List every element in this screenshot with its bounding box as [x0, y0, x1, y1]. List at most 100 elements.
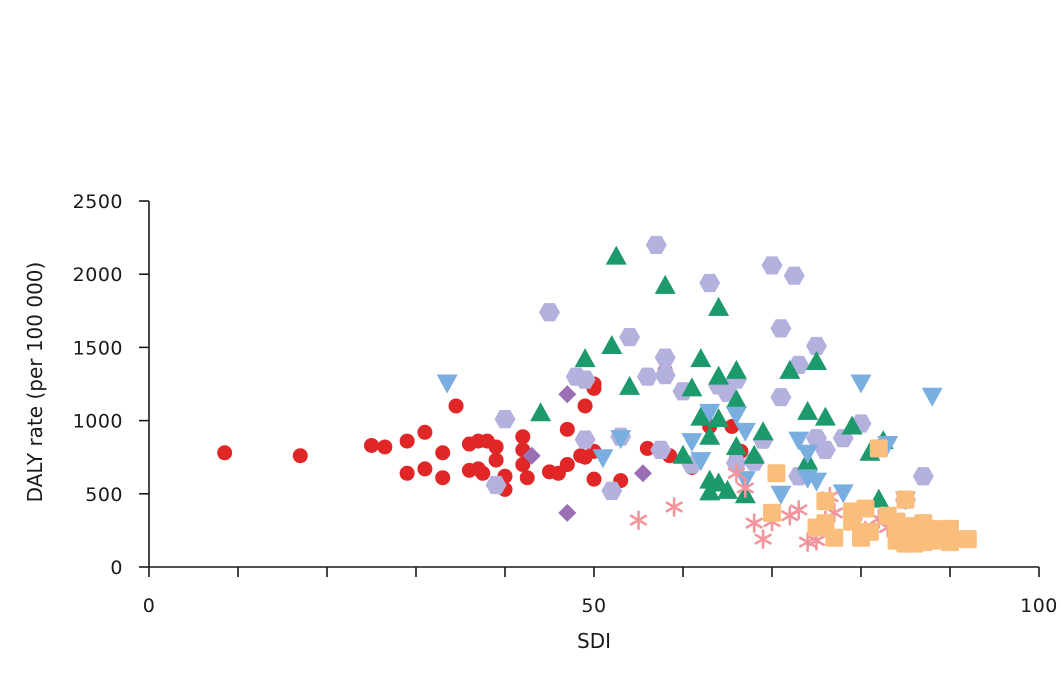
data-point-triangle-up: [601, 334, 623, 354]
x-tick-label: 0: [143, 595, 156, 617]
data-point-circle: [417, 424, 433, 440]
data-point-circle: [475, 465, 491, 481]
data-point-triangle-up: [574, 348, 596, 368]
data-point-asterisk: [754, 529, 772, 549]
data-point-hexagon: [654, 348, 676, 367]
data-point-triangle-up: [654, 274, 676, 294]
data-point-hexagon: [539, 303, 560, 322]
data-point-circle: [639, 440, 655, 456]
data-point-hexagon: [601, 481, 623, 500]
data-point-square: [869, 439, 888, 458]
data-point-hexagon: [770, 388, 792, 407]
data-point-hexagon: [806, 336, 827, 356]
data-point-triangle-down: [725, 406, 747, 426]
data-point-diamond: [558, 385, 577, 404]
data-point-circle: [448, 398, 464, 414]
series-diamond: [522, 385, 652, 522]
data-point-circle: [519, 470, 535, 486]
data-point-hexagon: [814, 440, 836, 459]
data-point-circle: [586, 471, 602, 487]
data-point-circle: [377, 439, 393, 455]
data-point-triangle-up: [779, 359, 801, 379]
data-point-triangle-up: [743, 444, 765, 464]
data-point-circle: [488, 452, 504, 468]
data-point-triangle-up: [708, 296, 730, 316]
data-point-triangle-up: [672, 444, 694, 464]
data-point-triangle-up: [690, 348, 712, 368]
data-point-hexagon: [645, 235, 667, 255]
data-point-square: [825, 528, 844, 547]
data-point-triangle-down: [699, 403, 721, 423]
data-point-hexagon: [574, 430, 596, 449]
data-point-triangle-down: [832, 484, 854, 504]
data-point-square: [767, 464, 786, 483]
data-point-circle: [577, 398, 593, 414]
data-point-square: [860, 522, 879, 541]
data-point-triangle-up: [699, 425, 721, 445]
data-point-circle: [515, 429, 531, 445]
data-point-triangle-up: [619, 375, 641, 395]
data-point-circle: [559, 457, 575, 473]
data-point-triangle-down: [797, 444, 819, 464]
data-point-circle: [435, 445, 451, 461]
x-tick-label: 50: [581, 595, 606, 617]
data-point-triangle-down: [788, 431, 810, 451]
data-point-asterisk: [745, 513, 763, 533]
data-point-square: [856, 499, 875, 518]
series-square: [763, 439, 977, 553]
y-tick-label: 1000: [73, 411, 123, 433]
y-tick-label: 500: [85, 484, 123, 506]
data-point-square: [816, 492, 835, 511]
data-point-triangle-up: [690, 406, 712, 426]
data-point-triangle-down: [806, 472, 827, 492]
data-point-triangle-down: [436, 374, 458, 394]
data-point-triangle-up: [708, 365, 730, 385]
data-point-asterisk: [629, 510, 648, 530]
data-point-diamond: [522, 446, 541, 465]
data-point-hexagon: [654, 366, 676, 385]
data-point-triangle-up: [806, 351, 827, 371]
data-point-hexagon: [699, 273, 721, 293]
data-point-triangle-up: [797, 400, 819, 420]
y-tick-label: 0: [110, 557, 123, 579]
data-point-triangle-up: [717, 479, 738, 499]
data-point-hexagon: [770, 319, 792, 338]
data-point-circle: [292, 448, 308, 464]
data-point-circle: [364, 437, 379, 453]
data-point-square: [958, 530, 977, 549]
data-point-hexagon: [783, 266, 805, 285]
data-point-hexagon: [650, 440, 672, 459]
data-point-asterisk: [781, 505, 799, 526]
data-point-triangle-up: [752, 421, 774, 441]
data-point-triangle-down: [734, 422, 756, 442]
data-point-triangle-down: [921, 387, 943, 407]
data-point-diamond: [633, 464, 652, 483]
data-point-hexagon: [485, 475, 507, 495]
data-point-square: [843, 512, 862, 531]
data-point-circle: [515, 457, 531, 473]
data-point-square: [763, 503, 781, 522]
data-point-hexagon: [619, 328, 641, 347]
data-point-triangle-up: [708, 408, 730, 428]
data-point-triangle-down: [610, 430, 632, 450]
data-point-asterisk: [736, 478, 754, 498]
data-point-square: [816, 514, 835, 533]
y-tick-label: 2500: [73, 191, 123, 213]
data-point-square: [896, 490, 915, 509]
x-axis-title: SDI: [577, 629, 611, 653]
data-point-triangle-up: [725, 389, 747, 409]
data-point-circle: [435, 470, 451, 486]
data-point-square: [941, 519, 959, 538]
data-point-hexagon: [494, 410, 516, 429]
data-points-layer: [217, 235, 977, 553]
y-axis-title: DALY rate (per 100 000): [23, 262, 47, 503]
data-point-hexagon: [636, 367, 658, 386]
data-point-hexagon: [761, 256, 783, 275]
x-tick-label: 100: [1020, 595, 1058, 617]
y-tick-label: 2000: [73, 264, 123, 286]
data-point-triangle-up: [530, 402, 552, 422]
data-point-hexagon: [725, 453, 747, 473]
data-point-triangle-up: [814, 406, 836, 426]
